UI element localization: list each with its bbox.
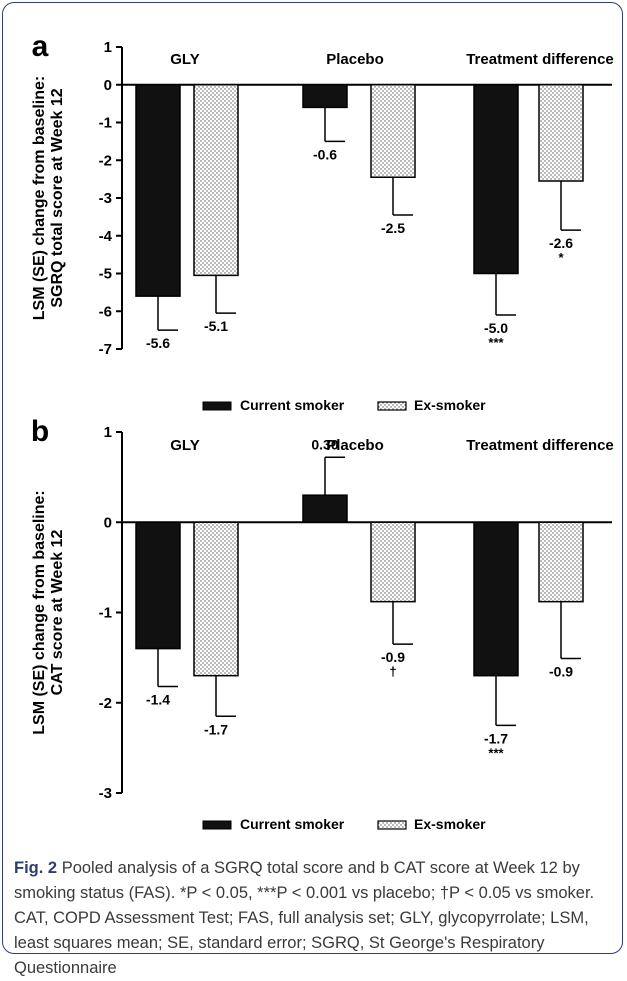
bar-current-smoker <box>302 84 348 109</box>
data-label: -2.6 <box>549 235 573 251</box>
significance-marker: * <box>558 250 564 265</box>
significance-marker: *** <box>488 745 504 760</box>
y-tick-label: -2 <box>99 695 112 712</box>
group-label: Treatment difference <box>466 437 614 454</box>
panel-letter-a: a <box>32 30 49 63</box>
figure-label: Fig. 2 <box>14 859 58 877</box>
y-tick-label: -7 <box>99 341 112 358</box>
panel-letter-b: b <box>31 415 49 448</box>
data-label: -1.4 <box>146 692 170 708</box>
group-label: GLY <box>170 51 199 68</box>
y-tick-label: -4 <box>99 228 113 245</box>
y-axis-label: SGRQ total score at Week 12 <box>49 88 66 307</box>
y-tick-label: -5 <box>99 266 112 283</box>
legend-swatch-current-smoker <box>202 401 232 411</box>
data-label: -2.5 <box>381 220 405 236</box>
significance-marker: *** <box>488 335 504 350</box>
data-label: -0.6 <box>313 146 337 162</box>
data-label: -5.6 <box>146 335 170 351</box>
y-tick-label: 1 <box>104 424 112 441</box>
y-tick-label: 1 <box>104 39 112 56</box>
data-label: -1.7 <box>484 730 508 746</box>
caption-text: Pooled analysis of a SGRQ total score an… <box>14 859 595 977</box>
legend-swatch-ex-smoker <box>377 401 407 411</box>
figure-caption: Fig. 2 Pooled analysis of a SGRQ total s… <box>14 856 614 981</box>
group-label: GLY <box>170 437 199 454</box>
figure-frame <box>2 2 623 954</box>
legend-label-current-smoker: Current smoker <box>240 397 345 413</box>
bar-ex-smoker <box>538 84 584 182</box>
data-label: 0.30 <box>311 436 338 452</box>
y-tick-label: 0 <box>104 514 112 531</box>
y-tick-label: -1 <box>99 605 112 622</box>
bar-current-smoker <box>473 84 519 275</box>
y-tick-label: -2 <box>99 152 112 169</box>
bar-ex-smoker <box>193 84 239 277</box>
bar-ex-smoker <box>370 84 416 178</box>
legend-label-ex-smoker: Ex-smoker <box>414 816 486 832</box>
bar-current-smoker <box>135 84 181 297</box>
y-axis-label: LSM (SE) change from baseline: <box>31 490 48 734</box>
bar-current-smoker <box>302 494 348 523</box>
data-label: -0.9 <box>549 664 573 680</box>
bar-current-smoker <box>135 521 181 650</box>
y-tick-label: 0 <box>104 77 112 94</box>
legend-label-ex-smoker: Ex-smoker <box>414 397 486 413</box>
bar-ex-smoker <box>538 521 584 603</box>
legend-swatch-current-smoker <box>202 820 232 830</box>
group-label: Placebo <box>326 51 384 68</box>
y-tick-label: -1 <box>99 115 112 132</box>
bar-ex-smoker <box>370 521 416 603</box>
y-tick-label: -6 <box>99 303 112 320</box>
y-axis-label: LSM (SE) change from baseline: <box>31 76 48 320</box>
y-tick-label: -3 <box>99 785 112 802</box>
data-label: -1.7 <box>204 721 228 737</box>
legend-swatch-ex-smoker <box>377 820 407 830</box>
group-label: Treatment difference <box>466 51 614 68</box>
y-tick-label: -3 <box>99 190 112 207</box>
y-axis-label: CAT score at Week 12 <box>49 530 66 696</box>
data-label: -0.9 <box>381 649 405 665</box>
bar-ex-smoker <box>193 521 239 677</box>
significance-marker: † <box>389 664 396 679</box>
bar-current-smoker <box>473 521 519 677</box>
group-label: Placebo <box>326 437 384 454</box>
legend-label-current-smoker: Current smoker <box>240 816 345 832</box>
data-label: -5.1 <box>204 318 228 334</box>
figure-svg: a 1 0 -1 -2 -3 -4 -5 -6 -7 LSM (SE) change from ba… <box>31 30 614 832</box>
data-label: -5.0 <box>484 320 508 336</box>
